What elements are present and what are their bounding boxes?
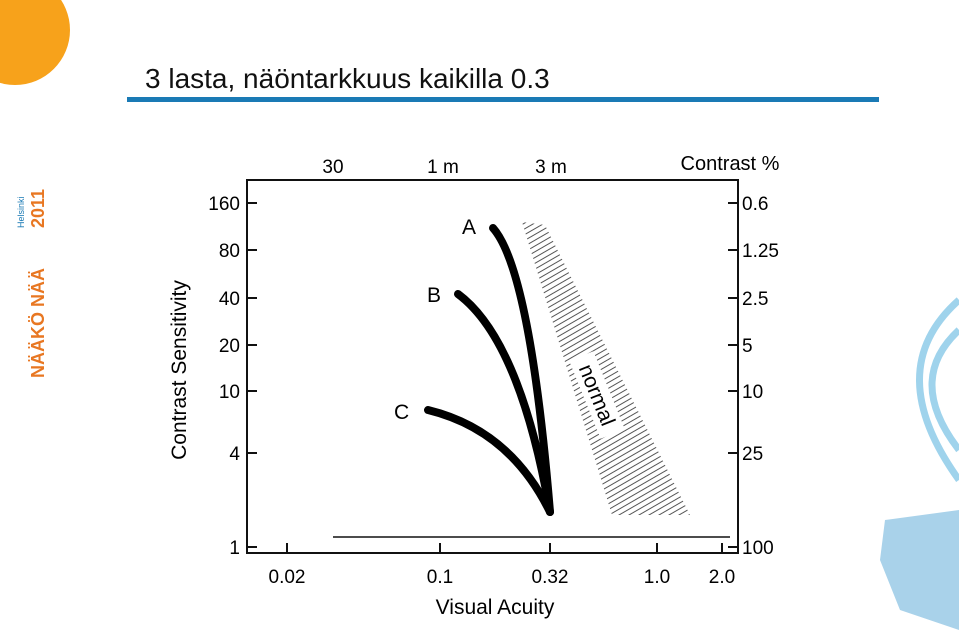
logo: NÄÄKÖ NÄÄ Helsinki 2011 [16, 189, 48, 378]
figure-frame [246, 179, 739, 554]
logo-city: Helsinki [16, 196, 26, 228]
right-tick-label: 25 [742, 444, 763, 465]
top-tick-label: 3 m [535, 157, 567, 178]
left-tick-label: 10 [219, 382, 240, 403]
curve-label: A [462, 216, 476, 239]
normal-band [522, 222, 690, 515]
right-tick-label: 1.25 [742, 241, 779, 262]
bottom-tick-label: 0.02 [269, 567, 306, 588]
right-tick-label: 2.5 [742, 289, 768, 310]
left-tick-label: 4 [229, 444, 240, 465]
bottom-tick-label: 0.32 [532, 567, 569, 588]
curve-label: C [394, 401, 409, 424]
right-tick-label: 5 [742, 336, 753, 357]
logo-name: NÄÄKÖ NÄÄ [28, 268, 48, 378]
left-tick-label: 1 [229, 538, 240, 559]
x-axis-label: Visual Acuity [436, 596, 555, 619]
top-tick-label: 1 m [427, 157, 459, 178]
left-tick-label: 40 [219, 289, 240, 310]
top-tick-label: 30 [322, 157, 343, 178]
map-shape [880, 510, 959, 630]
right-tick-label: 10 [742, 382, 763, 403]
left-tick-label: 20 [219, 336, 240, 357]
right-tick-label: 100 [742, 538, 774, 559]
ticks: 160 0.6 80 1.25 40 2.5 20 5 10 10 4 25 1 100 30 1 m 3 m 0… [208, 157, 779, 588]
logo-year: 2011 [28, 189, 48, 228]
left-tick-label: 80 [219, 241, 240, 262]
curve-labels: A B C [394, 216, 476, 424]
decoration [916, 297, 959, 483]
bottom-tick-label: 1.0 [644, 567, 670, 588]
right-axis-title: Contrast % [681, 153, 780, 175]
title-rule [127, 97, 879, 102]
curve-label: B [427, 284, 441, 307]
left-tick-label: 160 [208, 194, 240, 215]
sun [0, 0, 70, 85]
right-tick-label: 0.6 [742, 194, 768, 215]
y-axis-label: Contrast Sensitivity [168, 280, 191, 460]
bottom-tick-label: 0.1 [427, 567, 453, 588]
curves [424, 224, 554, 516]
slide-title: 3 lasta, näöntarkkuus kaikilla 0.3 [145, 63, 550, 94]
bottom-tick-label: 2.0 [709, 567, 735, 588]
